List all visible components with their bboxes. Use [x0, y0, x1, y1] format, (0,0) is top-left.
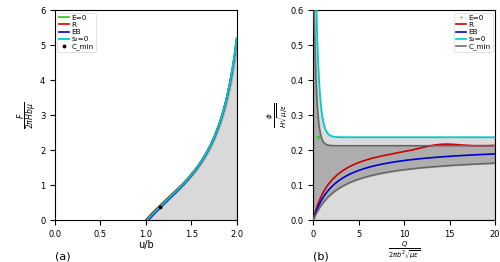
- EB: [234, 37, 239, 41]
- s₂=0: [156, 206, 162, 209]
- s₂=0: [144, 218, 150, 221]
- Text: (a): (a): [55, 252, 70, 261]
- R: [151, 210, 157, 213]
- EB: [232, 49, 238, 52]
- Text: (b): (b): [313, 252, 329, 261]
- Line: EB: EB: [148, 39, 236, 220]
- s₂=0: [202, 154, 208, 157]
- X-axis label: $\frac{Q}{2\pi b^2\sqrt{\mu\varepsilon}}$: $\frac{Q}{2\pi b^2\sqrt{\mu\varepsilon}}…: [388, 239, 420, 261]
- E=0: [234, 36, 239, 40]
- s₂=0: [234, 37, 239, 40]
- E=0: [197, 161, 203, 165]
- R: [143, 218, 149, 221]
- R: [184, 178, 190, 182]
- R: [209, 140, 215, 143]
- E=0: [220, 112, 226, 115]
- R: [161, 200, 167, 204]
- EB: [146, 218, 152, 221]
- E=0: [143, 218, 149, 221]
- E=0: [198, 159, 204, 162]
- E=0: [225, 89, 231, 92]
- Line: E=0: E=0: [146, 38, 236, 220]
- s₂=0: [184, 179, 190, 182]
- R: [212, 134, 218, 137]
- Y-axis label: $\frac{\phi}{H\sqrt{\mu/\varepsilon}}$: $\frac{\phi}{H\sqrt{\mu/\varepsilon}}$: [266, 102, 290, 128]
- EB: [191, 171, 197, 174]
- s₂=0: [233, 42, 239, 45]
- s₂=0: [222, 103, 228, 106]
- E=0: [196, 162, 202, 165]
- E=0: [144, 218, 150, 221]
- s₂=0: [152, 210, 158, 214]
- X-axis label: u/b: u/b: [138, 240, 154, 250]
- R: [228, 72, 234, 75]
- Line: R: R: [146, 74, 232, 220]
- EB: [169, 195, 175, 198]
- Line: s₂=0: s₂=0: [147, 39, 236, 220]
- EB: [196, 164, 202, 167]
- Legend: E=0, R, EB, s₂=0, C_min: E=0, R, EB, s₂=0, C_min: [454, 13, 493, 52]
- EB: [176, 188, 182, 191]
- Legend: E=0, R, EB, s₂=0, C_min: E=0, R, EB, s₂=0, C_min: [57, 13, 96, 52]
- EB: [168, 195, 174, 199]
- Y-axis label: $\frac{F}{2\pi H b\mu}$: $\frac{F}{2\pi H b\mu}$: [16, 102, 40, 129]
- R: [188, 174, 194, 177]
